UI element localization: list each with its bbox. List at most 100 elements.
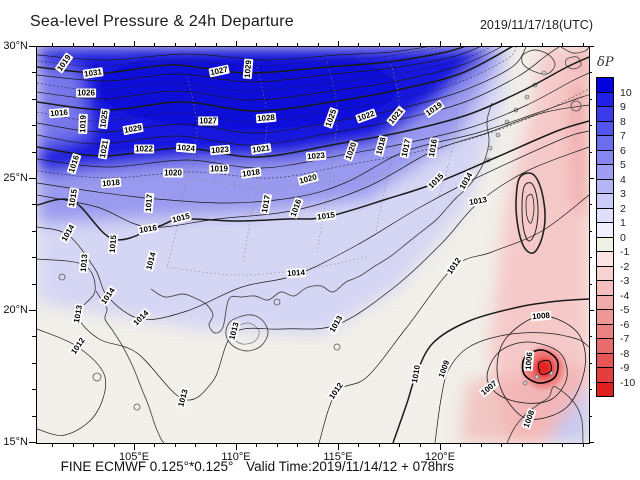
lon-minor-tick (256, 443, 258, 447)
departure-shading (37, 47, 589, 443)
lon-major-tick (440, 443, 441, 450)
lat-major-tick (29, 178, 36, 179)
colorbar-segment (596, 265, 614, 281)
lat-axis-label: 15°N (3, 436, 28, 448)
colorbar-title: δP (597, 55, 614, 70)
small-closed-contour (333, 343, 341, 351)
colorbar-segment (596, 236, 614, 252)
lon-minor-tick-top (399, 43, 401, 46)
lon-minor-tick-top (460, 43, 462, 46)
lon-minor-tick (52, 443, 54, 447)
lat-minor-tick (32, 257, 36, 259)
lon-minor-tick-top (215, 43, 217, 46)
isobar (434, 332, 589, 443)
lat-axis-label: 20°N (3, 304, 28, 316)
colorbar-segment (596, 294, 614, 310)
lat-major-tick-right (589, 310, 594, 311)
island-dot (487, 145, 493, 151)
lat-minor-tick (32, 125, 36, 127)
isobar-1008-ring (496, 315, 586, 420)
lon-minor-tick (378, 443, 380, 447)
lon-minor-tick (542, 443, 543, 447)
lon-minor-tick (113, 443, 115, 447)
colorbar-segment (596, 207, 614, 223)
colorbar-segment (596, 178, 614, 194)
lon-minor-tick-top (582, 43, 584, 46)
lat-minor-tick (32, 72, 36, 74)
colorbar-tick-label: 4 (620, 173, 626, 186)
island-dot (534, 374, 540, 380)
lat-minor-tick (32, 204, 36, 206)
lat-major-tick (29, 442, 36, 443)
isobar-1006-ring (521, 349, 559, 384)
colorbar-tick-label: -8 (620, 347, 630, 360)
colorbar-tick-label: 6 (620, 144, 626, 157)
province-border (374, 56, 400, 238)
colorbar-tick-label: 8 (620, 115, 626, 128)
lon-minor-tick (174, 443, 176, 447)
isobar (37, 72, 589, 169)
lon-minor-tick-top (419, 43, 421, 46)
lat-minor-tick-right (589, 362, 592, 364)
lat-minor-tick-right (589, 283, 592, 285)
vietnam-coastline (95, 290, 165, 443)
isobar (37, 47, 481, 83)
lat-major-tick-right (589, 46, 594, 47)
colorbar-tick-label: 9 (620, 101, 626, 113)
lon-minor-tick-top (174, 43, 176, 46)
lat-minor-tick (32, 98, 36, 100)
stipple-texture (37, 47, 589, 443)
lon-minor-tick (195, 443, 197, 447)
lon-axis-label: 105°E (118, 451, 150, 463)
lat-minor-tick (32, 389, 36, 391)
province-border (186, 174, 388, 188)
lat-major-tick-right (589, 178, 594, 179)
isobar-1007-ring (486, 341, 568, 404)
lat-minor-tick (32, 362, 36, 364)
lon-minor-tick-top (276, 43, 278, 46)
model-info: FINE ECMWF 0.125°*0.125° (60, 459, 234, 474)
lat-minor-tick-right (589, 257, 592, 259)
lon-minor-tick (582, 443, 584, 447)
colorbar-segment (596, 338, 614, 354)
colorbar-tick-label: 7 (620, 130, 626, 142)
lon-minor-tick-top (195, 43, 197, 46)
honshu-coast-fragment (560, 47, 589, 54)
colorbar-segment (596, 251, 614, 267)
colorbar-segment (596, 91, 614, 107)
lat-minor-tick (32, 151, 36, 153)
lon-minor-tick-top (542, 43, 543, 46)
valid-time: Valid Time:2019/11/14/12 + 078hrs (246, 459, 454, 474)
colorbar-segment (596, 135, 614, 151)
isobar (37, 47, 502, 101)
small-closed-contour (133, 403, 141, 411)
island-dot (524, 94, 530, 100)
colorbar (596, 77, 614, 397)
isobar (37, 47, 513, 112)
lon-minor-tick-top (256, 43, 258, 46)
colorbar-tick-label: -1 (620, 246, 630, 258)
lon-axis-label: 110°E (221, 451, 251, 463)
shikoku-island (565, 56, 582, 70)
lon-minor-tick (399, 443, 401, 447)
colorbar-segment (596, 323, 614, 339)
lon-minor-tick (562, 443, 564, 447)
lon-minor-tick-top (93, 43, 95, 46)
colorbar-segment (596, 367, 614, 383)
lon-minor-tick-top (562, 43, 564, 46)
colorbar-tick-label: 5 (620, 159, 626, 171)
small-closed-contour (58, 273, 66, 281)
colorbar-segment (596, 222, 614, 238)
lon-minor-tick (215, 443, 217, 447)
lat-minor-tick (32, 336, 36, 338)
lon-axis-label: 115°E (323, 451, 353, 463)
colorbar-segment (596, 164, 614, 180)
colorbar-tick-label: 1 (620, 217, 626, 229)
colorbar-segment (596, 280, 614, 296)
lat-minor-tick-right (589, 204, 592, 206)
lon-minor-tick (419, 443, 421, 447)
small-closed-contour (570, 100, 582, 112)
lon-minor-tick (93, 443, 95, 447)
lat-major-tick (29, 310, 36, 311)
lat-minor-tick-right (589, 125, 592, 127)
